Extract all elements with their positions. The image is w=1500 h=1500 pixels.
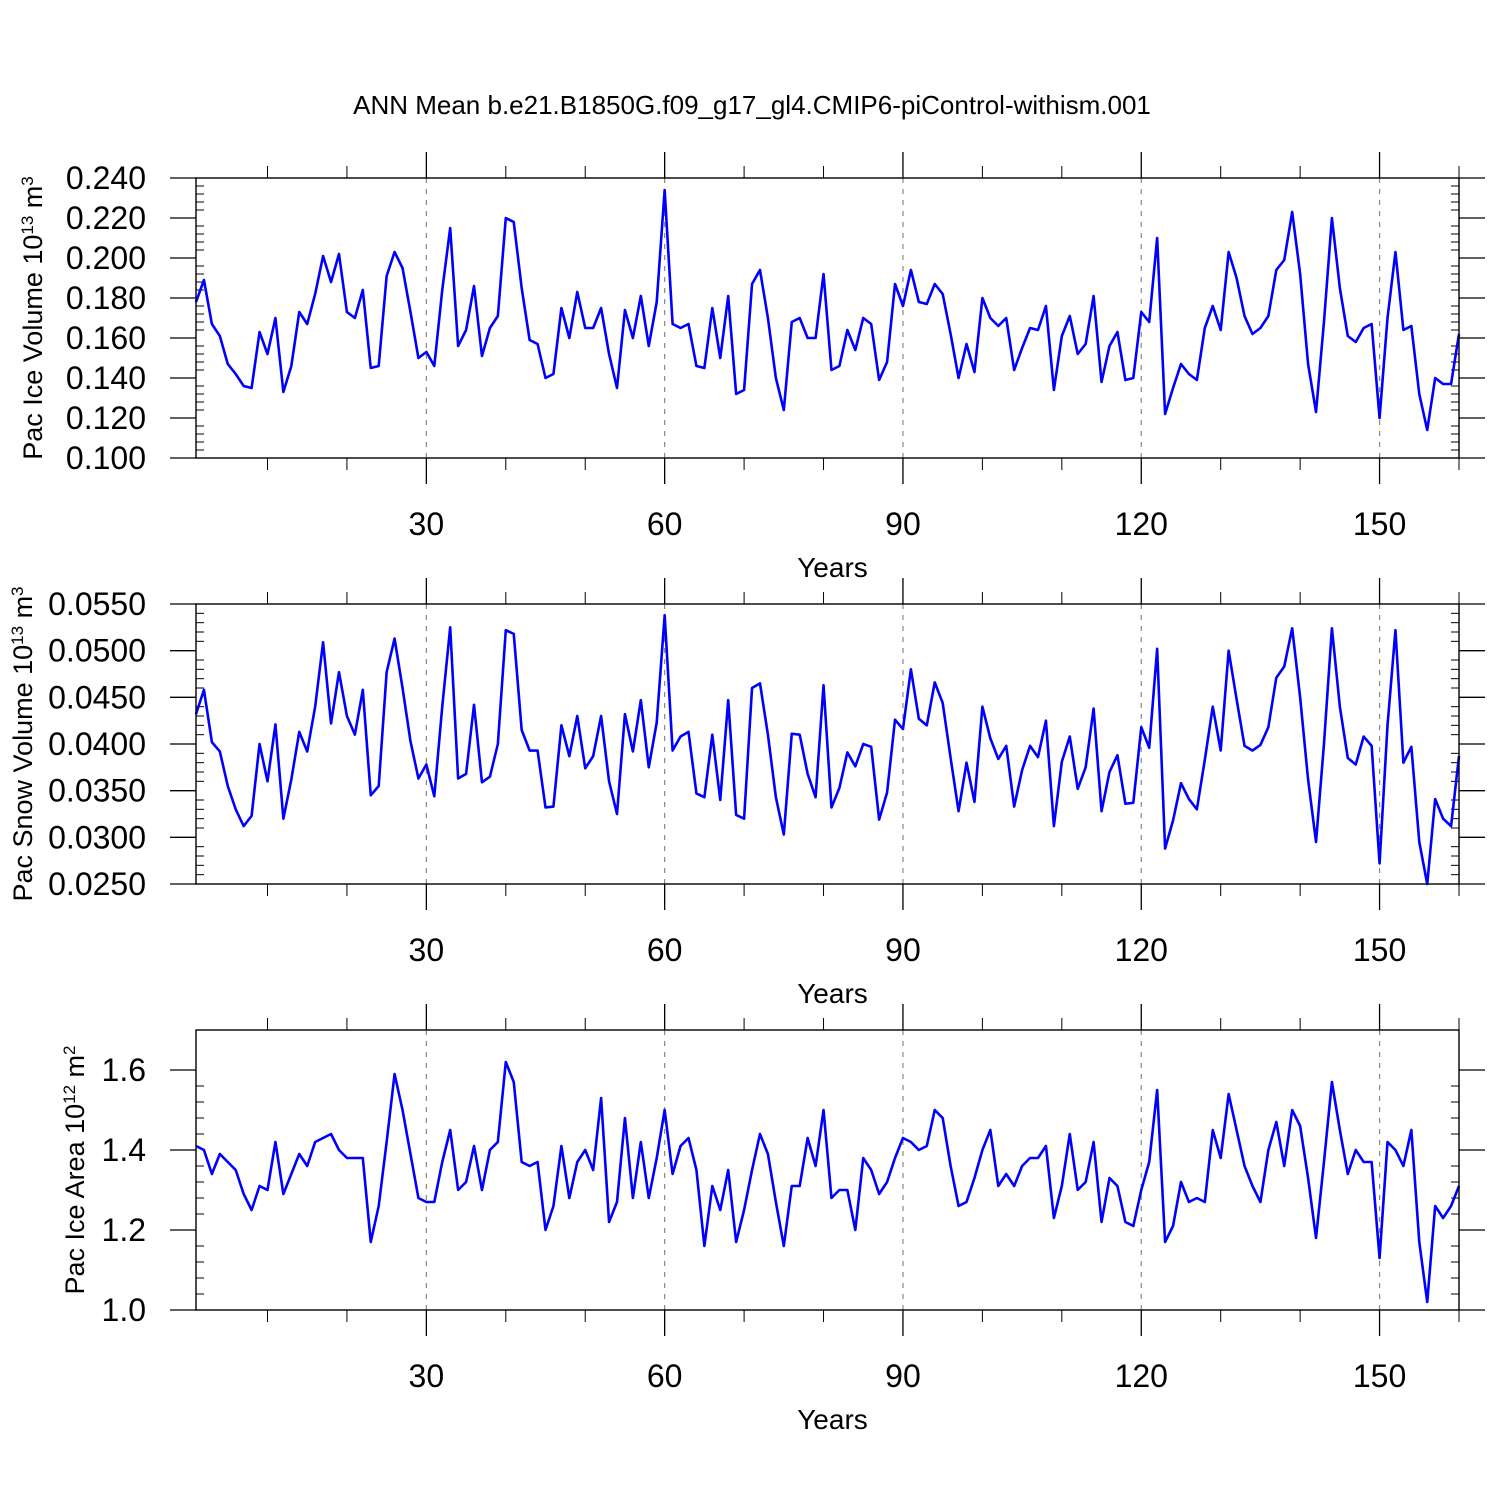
y-tick-label: 0.0500 (48, 633, 146, 669)
y-axis-label: Pac Ice Area 1012 m2 (60, 1045, 90, 1294)
panel-2: 0.0250 0.0300 0.0350 0.0400 0.0450 0.0500 0.05… (8, 578, 1485, 1009)
y-tick-label: 0.160 (66, 320, 146, 356)
x-tick-label: 90 (885, 932, 921, 968)
x-tick-label: 150 (1353, 1358, 1406, 1394)
y-tick-label: 0.180 (66, 280, 146, 316)
plot-frame (195, 1029, 1460, 1311)
plot-frame (195, 603, 1460, 885)
y-tick-label: 0.220 (66, 200, 146, 236)
x-tick-label: 150 (1353, 932, 1406, 968)
y-tick-label: 0.0350 (48, 773, 146, 809)
x-tick-label: 120 (1115, 932, 1168, 968)
x-tick-label: 30 (409, 506, 445, 542)
series-line (194, 613, 1461, 886)
y-tick-label: 1.6 (102, 1052, 146, 1088)
x-tick-label: 90 (885, 506, 921, 542)
y-tick-label: 0.0300 (48, 819, 146, 855)
x-tick-label: 120 (1115, 506, 1168, 542)
y-tick-label: 1.0 (102, 1292, 146, 1328)
y-tick-label: 0.200 (66, 240, 146, 276)
panel-3: 1.0 1.2 1.4 1.6 30 60 90 120 150 Years Pac Ice Are… (60, 1004, 1485, 1435)
x-tick-label: 60 (647, 1358, 683, 1394)
x-tick-label: 60 (647, 506, 683, 542)
y-tick-label: 1.4 (102, 1132, 146, 1168)
x-axis-label: Years (797, 978, 868, 1009)
plot-frame (195, 177, 1460, 459)
y-axis-label: Pac Ice Volume 1013 m3 (18, 176, 48, 460)
y-tick-label: 0.0450 (48, 679, 146, 715)
x-tick-label: 30 (409, 932, 445, 968)
series-line (194, 188, 1461, 432)
series-line (195, 1060, 1461, 1304)
x-tick-label: 90 (885, 1358, 921, 1394)
y-axis-label: Pac Snow Volume 1013 m3 (8, 586, 38, 901)
figure-title: ANN Mean b.e21.B1850G.f09_g17_gl4.CMIP6-… (353, 90, 1151, 120)
x-axis-label: Years (797, 1404, 868, 1435)
x-tick-label: 120 (1115, 1358, 1168, 1394)
y-tick-label: 0.0550 (48, 586, 146, 622)
y-tick-label: 0.0400 (48, 726, 146, 762)
y-tick-label: 0.140 (66, 360, 146, 396)
y-tick-label: 1.2 (102, 1212, 146, 1248)
x-axis-label: Years (797, 552, 868, 583)
x-tick-label: 30 (409, 1358, 445, 1394)
y-tick-label: 0.120 (66, 400, 146, 436)
x-tick-label: 150 (1353, 506, 1406, 542)
x-tick-label: 60 (647, 932, 683, 968)
y-tick-label: 0.100 (66, 440, 146, 476)
y-tick-label: 0.240 (66, 160, 146, 196)
y-tick-label: 0.0250 (48, 866, 146, 902)
panel-1: 0.100 0.120 0.140 0.160 0.180 0.200 0.220 0.240… (18, 152, 1485, 583)
